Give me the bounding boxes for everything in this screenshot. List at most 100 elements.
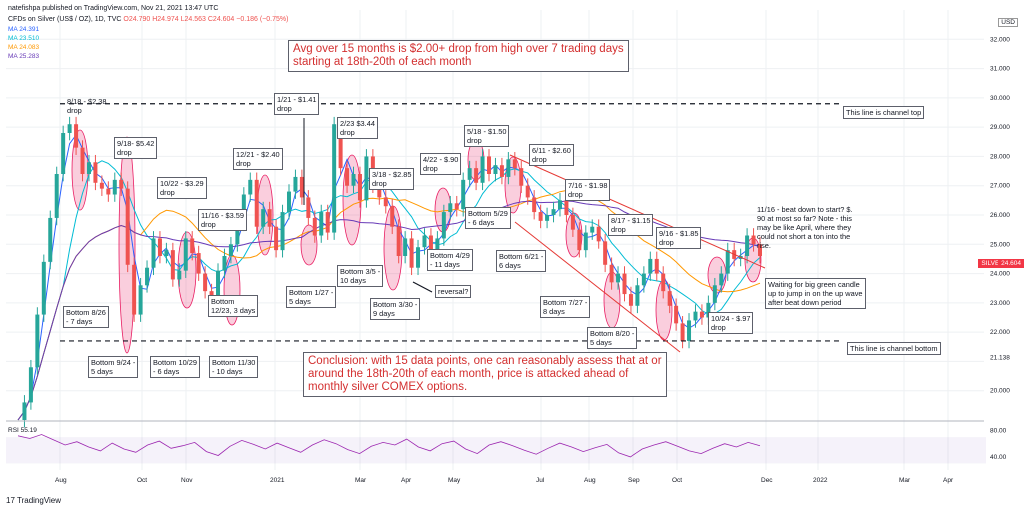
drop-label[interactable]: 11/16 - $3.59 drop: [198, 209, 248, 231]
descending-channel: [303, 118, 766, 353]
bottom-label[interactable]: Bottom 12/23, 3 days: [208, 295, 259, 317]
drop-label[interactable]: 8/18 - $2.38 drop: [67, 97, 107, 115]
waiting-note[interactable]: Waiting for big green candle up to jump …: [765, 278, 866, 309]
tradingview-logo-icon: 17: [6, 496, 15, 505]
symbol-name[interactable]: CFDs on Silver (US$ / OZ), 1D, TVC: [8, 16, 122, 23]
ma-legend-4[interactable]: MA 25.283: [8, 53, 40, 60]
candle-body: [641, 273, 646, 286]
candle-body: [487, 156, 492, 174]
candle-body: [648, 258, 653, 274]
drop-label[interactable]: 6/11 - $2.60 drop: [529, 144, 574, 166]
bottom-label[interactable]: Bottom 7/27 - 8 days: [540, 296, 591, 318]
candle-body: [99, 182, 104, 189]
candle-body: [480, 156, 485, 183]
candle-body: [338, 124, 343, 169]
time-tick-label: Aug: [584, 477, 596, 484]
ma-legend-2[interactable]: MA 23.510: [8, 35, 40, 42]
candle-body: [183, 238, 188, 271]
drop-label[interactable]: 5/18 - $1.50 drop: [464, 125, 510, 147]
candle-body: [603, 241, 608, 265]
channel-lower-line: [514, 221, 681, 353]
candle-body: [222, 256, 227, 271]
candle-body: [454, 203, 459, 210]
candle-body: [441, 212, 446, 239]
drop-label[interactable]: 3/18 - $2.85 drop: [369, 168, 415, 190]
bottom-label[interactable]: Bottom 8/20 - 5 days: [587, 327, 638, 349]
time-tick-label: 2022: [813, 477, 828, 484]
price-tick-label: 29.000: [990, 124, 1010, 131]
candle-body: [745, 235, 750, 256]
candle-body: [112, 179, 117, 195]
candle-body: [177, 270, 182, 280]
time-axis: Aug Oct Nov 2021 Mar Apr May Jul Aug Sep Oct Dec 202…: [55, 477, 954, 484]
candle-body: [693, 311, 698, 321]
price-tick-label: 26.000: [990, 212, 1010, 219]
candle-body: [506, 159, 511, 177]
ma-legend-1[interactable]: MA 24.391: [8, 26, 40, 33]
candle-body: [74, 124, 79, 148]
candle-body: [377, 185, 382, 198]
bottom-label[interactable]: Bottom 4/29 - 11 days: [427, 249, 473, 271]
symbol-row: CFDs on Silver (US$ / OZ), 1D, TVC O24.7…: [8, 15, 288, 24]
price-tick-label: 22.000: [990, 329, 1010, 336]
tradingview-logo[interactable]: 17 TradingView: [6, 496, 61, 505]
headline-note[interactable]: Avg over 15 months is $2.00+ drop from h…: [288, 40, 629, 72]
candle-body: [751, 235, 756, 245]
rsi-tick-label: 80.00: [990, 428, 1007, 435]
reversal-arrow: [412, 281, 433, 293]
drop-label[interactable]: 1/21 - $1.41 drop: [274, 93, 320, 115]
candle-body: [616, 273, 621, 283]
bottom-label[interactable]: Bottom 3/5 - 10 days: [337, 265, 384, 287]
rsi-line: [17, 434, 761, 458]
candle-body: [564, 200, 569, 215]
candle-body: [132, 264, 137, 315]
time-tick-label: Oct: [672, 477, 682, 484]
candle-body: [319, 212, 324, 236]
drop-label[interactable]: 7/16 - $1.98 drop: [565, 179, 611, 201]
candle-body: [228, 244, 233, 256]
bottom-label[interactable]: Bottom 3/30 - 9 days: [370, 298, 421, 320]
drop-label[interactable]: 9/16 - $1.85 drop: [656, 227, 702, 249]
price-tick-label: 30.000: [990, 95, 1010, 102]
conclusion-note[interactable]: Conclusion: with 15 data points, one can…: [303, 352, 667, 397]
candle-body: [538, 212, 543, 221]
time-tick-label: 2021: [270, 477, 285, 484]
bottom-label[interactable]: Bottom 9/24 - 5 days: [88, 356, 139, 378]
bottom-label[interactable]: Bottom 11/30 - 10 days: [209, 356, 259, 378]
candle-body: [493, 165, 498, 174]
candle-body: [474, 168, 479, 183]
bottom-label[interactable]: Bottom 10/29 - 6 days: [150, 356, 200, 378]
candle-body: [119, 179, 124, 189]
candle-body: [428, 235, 433, 251]
bottom-label[interactable]: Bottom 1/27 - 5 days: [286, 286, 337, 308]
currency-selector[interactable]: USD: [998, 18, 1018, 27]
reversal-label[interactable]: reversal?: [435, 285, 472, 298]
candle-body: [28, 367, 33, 403]
bottom-label[interactable]: Bottom 5/29 - 6 days: [465, 207, 511, 229]
candle-body: [293, 176, 298, 192]
candle-body: [351, 174, 356, 186]
candle-body: [577, 229, 582, 251]
candle-body: [719, 273, 724, 286]
drop-label[interactable]: 10/24 - $.97 drop: [708, 312, 754, 334]
candle-body: [54, 174, 59, 218]
candle-body: [248, 179, 253, 195]
bottom-label[interactable]: Bottom 6/21 - 6 days: [496, 250, 547, 272]
candle-body: [235, 223, 240, 245]
candle-body: [216, 270, 221, 300]
price-tick-label: 23.000: [990, 300, 1010, 307]
bottom-label[interactable]: Bottom 8/26 - 7 days: [63, 306, 109, 328]
nov16-note[interactable]: 11/16 - beat down to start? $. 90 at mos…: [757, 205, 853, 250]
drop-label[interactable]: 8/17 - $1.15 drop: [608, 214, 654, 236]
candle-body: [261, 209, 266, 227]
last-price-tag: 24.604: [998, 259, 1024, 268]
drop-label[interactable]: 2/23 $3.44 drop: [337, 117, 378, 139]
drop-label[interactable]: 9/18- $5.42 drop: [114, 137, 158, 159]
candle-body: [583, 232, 588, 251]
drop-label[interactable]: 4/22 - $.90 drop: [420, 153, 462, 175]
channel-bottom-label[interactable]: This line is channel bottom: [847, 342, 941, 355]
drop-label[interactable]: 10/22 - $3.29 drop: [157, 177, 207, 199]
drop-label[interactable]: 12/21 - $2.40 drop: [233, 148, 283, 170]
ma-legend-3[interactable]: MA 24.083: [8, 44, 40, 51]
channel-top-label[interactable]: This line is channel top: [843, 106, 925, 119]
